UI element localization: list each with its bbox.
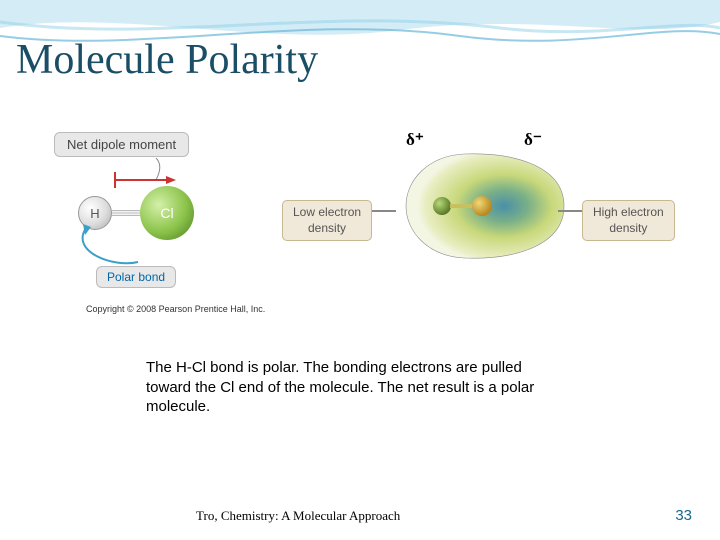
net-dipole-label: Net dipole moment	[54, 132, 189, 157]
polar-bond-label: Polar bond	[96, 266, 176, 288]
low-density-pointer	[368, 210, 396, 212]
caption-text: The H-Cl bond is polar. The bonding elec…	[146, 358, 566, 417]
high-density-pointer	[558, 210, 582, 212]
high-density-text: High electrondensity	[593, 205, 664, 235]
copyright-text: Copyright © 2008 Pearson Prentice Hall, …	[86, 304, 265, 314]
footer-citation: Tro, Chemistry: A Molecular Approach	[196, 508, 400, 524]
high-electron-density-label: High electrondensity	[582, 200, 675, 241]
low-electron-density-label: Low electrondensity	[282, 200, 372, 241]
diagram-area: Net dipole moment H Cl Polar bond Copyri…	[26, 118, 694, 338]
low-density-text: Low electrondensity	[293, 205, 361, 235]
page-number: 33	[675, 507, 692, 524]
page-title: Molecule Polarity	[16, 36, 318, 84]
bond-line	[112, 210, 140, 216]
dipole-arrow-icon	[116, 176, 176, 184]
electron-density-cloud	[386, 144, 571, 269]
